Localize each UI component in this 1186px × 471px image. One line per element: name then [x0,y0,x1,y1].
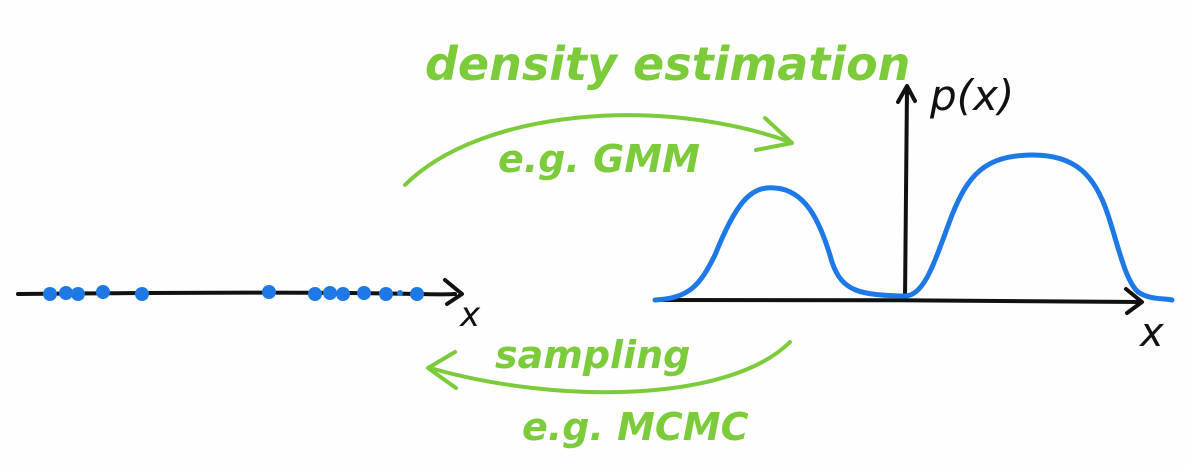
sample-point [357,286,371,300]
sample-point [71,287,85,301]
left-sample-axis: x [16,278,481,335]
sample-point [308,287,322,301]
density-curve [652,152,1175,303]
sample-point [379,287,393,301]
sample-point [96,285,110,299]
sample-point [262,285,276,299]
density-y-axis-label: p(x) [929,71,1014,120]
density-estimation-arrow [403,113,794,187]
sample-point [336,287,350,301]
mcmc-example-label: e.g. MCMC [522,405,749,449]
sample-point [397,290,403,296]
sample-point [323,286,337,300]
sample-points [43,285,424,301]
density-x-axis-label: x [1138,310,1164,356]
gmm-example-label: e.g. GMM [498,137,700,181]
sample-point [410,287,424,301]
sampling-label: sampling [495,333,690,377]
density-plot-axes: p(x) x [658,71,1164,356]
left-axis-x-label: x [459,295,481,335]
sampling-arrow [426,340,792,395]
density-estimation-label: density estimation [425,37,910,91]
sample-point [59,286,73,300]
sample-point [43,287,57,301]
sample-point [135,287,149,301]
